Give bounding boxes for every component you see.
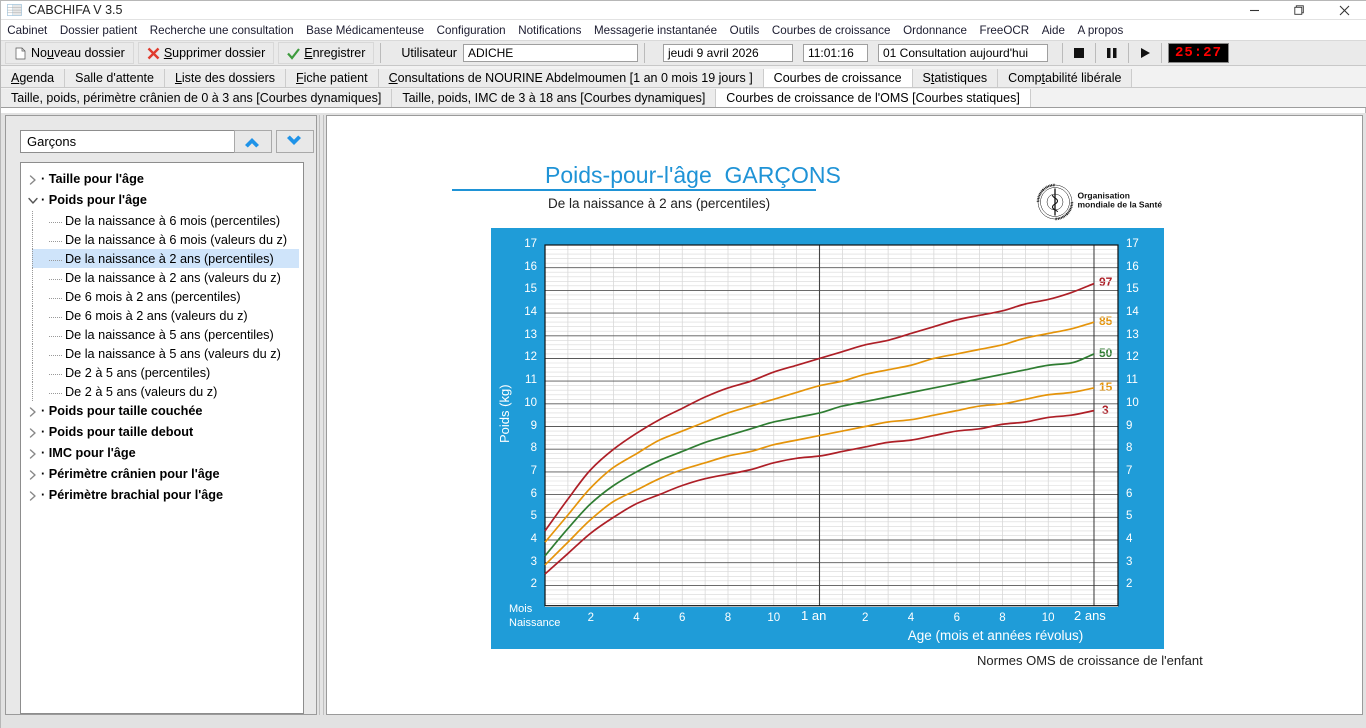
svg-text:Organisation: Organisation [1078,191,1130,201]
svg-text:mondiale de la Santé: mondiale de la Santé [1078,200,1163,210]
